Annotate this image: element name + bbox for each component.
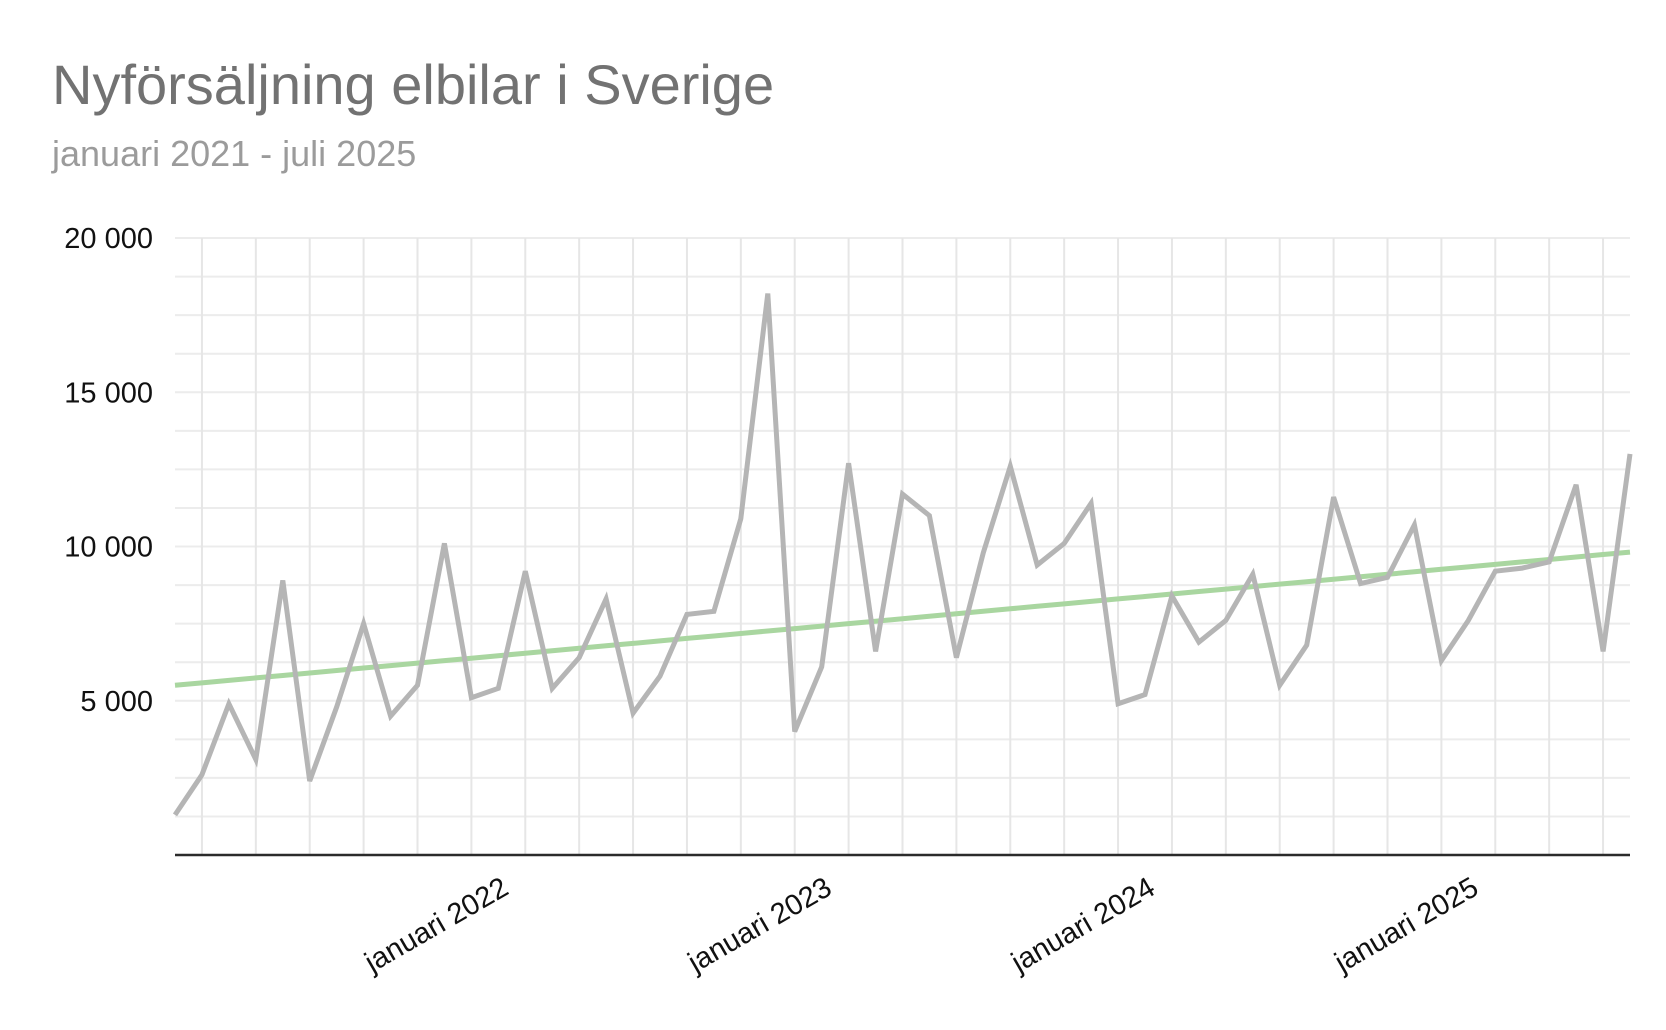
y-tick-label: 5 000 xyxy=(80,686,153,718)
y-tick-label: 15 000 xyxy=(64,377,153,409)
chart-subtitle: januari 2021 - juli 2025 xyxy=(52,133,417,174)
x-tick-label: januari 2023 xyxy=(682,871,837,979)
series-layer xyxy=(172,293,1633,817)
x-tick-label: januari 2022 xyxy=(359,871,514,979)
sales-line xyxy=(172,293,1633,817)
x-tick-label: januari 2024 xyxy=(1005,871,1160,979)
chart-title: Nyförsäljning elbilar i Sverige xyxy=(52,53,775,116)
grid-minor xyxy=(175,237,1630,855)
y-tick-label: 20 000 xyxy=(64,223,153,255)
x-tick-label: januari 2025 xyxy=(1329,871,1484,979)
y-axis-labels: 5 000 10 000 15 000 20 000 xyxy=(64,223,153,718)
y-tick-label: 10 000 xyxy=(64,532,153,564)
x-axis-labels: januari 2022 januari 2023 januari 2024 janu… xyxy=(359,871,1484,979)
